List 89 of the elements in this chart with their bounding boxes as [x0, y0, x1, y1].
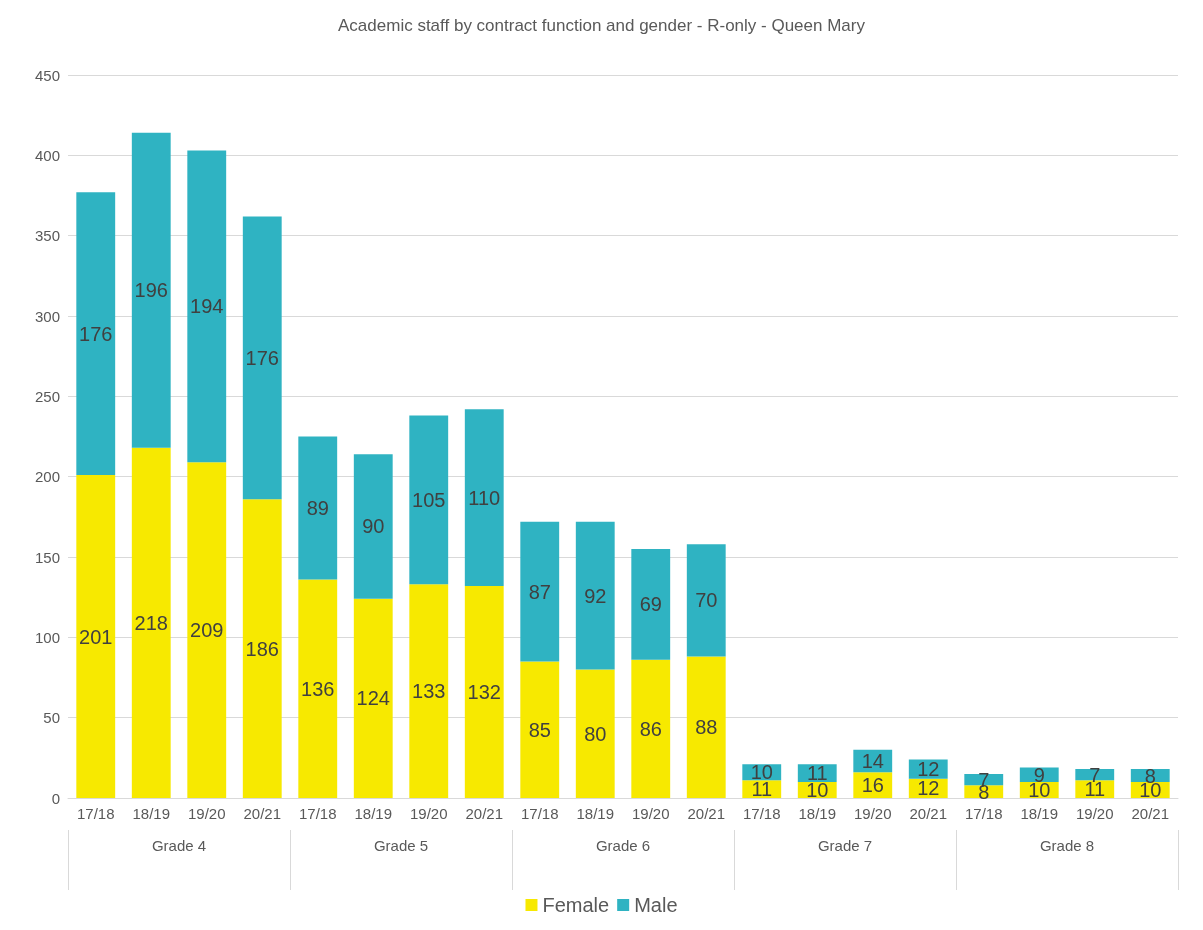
bar — [298, 579, 338, 798]
x-tick-label: 18/19 — [1020, 805, 1059, 822]
legend-label: Male — [634, 894, 678, 916]
x-tick-label: 17/18 — [964, 805, 1003, 822]
x-tick-label: 20/21 — [1131, 805, 1170, 822]
text: Grade 7 — [817, 837, 873, 854]
data-label: 86 — [639, 717, 662, 740]
y-tick-label: 50 — [43, 709, 60, 727]
data-label: 70 — [695, 589, 718, 612]
bar — [187, 462, 227, 798]
bar — [242, 216, 282, 500]
data-label: 176 — [79, 322, 113, 345]
bar — [242, 499, 282, 798]
data-label: 89 — [306, 497, 329, 519]
data-label: 201 — [79, 625, 113, 648]
x-tick-label: 18/19 — [132, 805, 171, 822]
data-label: 14 — [861, 750, 884, 773]
x-tick-label: 20/21 — [687, 805, 726, 822]
data-label: 11 — [751, 778, 773, 801]
bar — [520, 521, 560, 662]
y-tick-label: 0 — [51, 789, 60, 807]
bar — [131, 132, 171, 448]
data-label: 209 — [190, 619, 224, 642]
x-tick-label: 19/20 — [1075, 805, 1114, 822]
bar — [76, 475, 116, 798]
x-tick-label: 17/18 — [76, 805, 115, 822]
data-label: 87 — [528, 580, 551, 603]
y-tick-label: 450 — [34, 66, 60, 84]
bar — [409, 584, 449, 798]
x-tick-label: 17/18 — [520, 805, 559, 822]
y-tick-label: 150 — [34, 548, 60, 566]
bar — [353, 598, 393, 798]
y-tick-label: 400 — [34, 146, 60, 164]
data-label: 110 — [468, 486, 501, 509]
text: Grade 8 — [1039, 837, 1095, 854]
data-label: 80 — [584, 722, 607, 745]
x-tick-label: 19/20 — [631, 805, 670, 822]
x-tick-label: 17/18 — [742, 805, 781, 822]
y-tick-label: 250 — [34, 387, 60, 405]
bar — [131, 447, 171, 798]
data-label: 176 — [245, 346, 279, 369]
data-label: 85 — [528, 718, 551, 741]
text: Grade 6 — [595, 837, 651, 854]
bar — [575, 669, 615, 798]
data-label: 105 — [412, 488, 446, 511]
bar — [464, 409, 504, 586]
x-tick-label: 20/21 — [465, 805, 504, 822]
x-tick-label: 20/21 — [243, 805, 282, 822]
chart-title: Academic staff by contract function and gender - R-only - Queen Mary — [338, 16, 866, 35]
data-label: 69 — [639, 593, 662, 616]
y-tick-label: 200 — [34, 468, 60, 486]
data-label: 196 — [134, 279, 168, 302]
data-label: 92 — [584, 584, 607, 607]
x-tick-label: 17/18 — [298, 805, 337, 822]
x-tick-label: 18/19 — [576, 805, 615, 822]
bar — [353, 454, 393, 599]
x-tick-label: 19/20 — [409, 805, 448, 822]
bar — [520, 661, 560, 798]
text: Grade 5 — [373, 837, 429, 854]
bar — [631, 548, 671, 660]
data-label: 186 — [245, 637, 279, 660]
legend-label: Female — [542, 894, 610, 916]
y-tick-label: 300 — [34, 307, 60, 325]
text: Grade 4 — [151, 837, 207, 854]
bar — [409, 415, 449, 585]
data-label: 136 — [301, 677, 335, 700]
data-label: 124 — [356, 687, 390, 710]
bar — [464, 585, 504, 798]
data-label: 16 — [861, 774, 884, 797]
y-tick-label: 350 — [34, 227, 60, 245]
y-tick-label: 100 — [34, 628, 60, 646]
x-tick-label: 19/20 — [853, 805, 892, 822]
bar — [76, 192, 116, 476]
data-label: 132 — [467, 680, 501, 703]
bar — [631, 659, 671, 798]
data-label: 218 — [134, 611, 168, 634]
data-label: 194 — [190, 295, 224, 318]
data-label: 88 — [695, 716, 718, 739]
bar — [686, 656, 726, 798]
bar — [298, 436, 338, 580]
data-label: 90 — [362, 515, 385, 538]
x-tick-label: 20/21 — [909, 805, 948, 822]
bar — [686, 544, 726, 657]
bar — [575, 521, 615, 670]
data-label: 133 — [412, 680, 446, 703]
x-tick-label: 18/19 — [354, 805, 393, 822]
x-tick-label: 18/19 — [798, 805, 837, 822]
bar — [187, 150, 227, 463]
x-tick-label: 19/20 — [187, 805, 226, 822]
